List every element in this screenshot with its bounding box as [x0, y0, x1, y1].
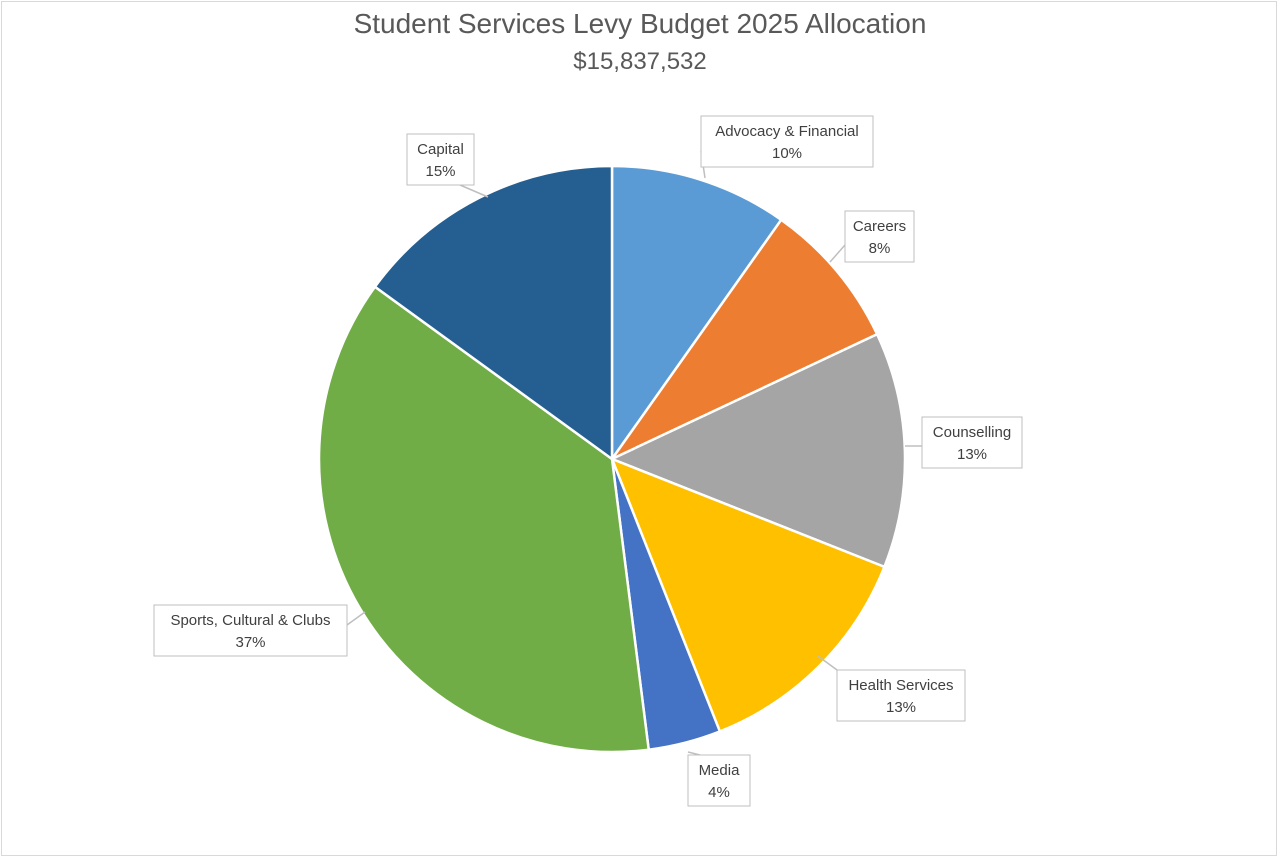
- data-label-category: Media: [699, 762, 741, 779]
- data-label-capital: Capital 15%: [406, 133, 489, 198]
- data-label-sports-cultural-clubs: Sports, Cultural & Clubs 37%: [153, 604, 366, 657]
- leader-line: [817, 655, 838, 671]
- chart-subtitle: $15,837,532: [573, 48, 707, 75]
- data-label-advocacy-financial: Advocacy & Financial 10%: [700, 115, 874, 179]
- data-label-box: [921, 416, 1023, 469]
- data-label-box: [687, 754, 751, 807]
- data-label-percent: 4%: [708, 784, 730, 801]
- leader-line: [346, 611, 366, 626]
- pie-slice-sports-cultural-clubs: [317, 285, 650, 754]
- data-label-percent: 10%: [772, 145, 802, 162]
- data-label-counselling: Counselling 13%: [905, 416, 1023, 469]
- data-label-category: Advocacy & Financial: [715, 123, 858, 140]
- data-label-category: Careers: [853, 218, 906, 235]
- data-label-percent: 8%: [869, 240, 891, 257]
- data-label-box: [153, 604, 348, 657]
- data-label-category: Sports, Cultural & Clubs: [170, 612, 330, 629]
- data-label-category: Capital: [417, 141, 464, 158]
- leader-line: [459, 184, 489, 198]
- pie-slice-counselling: [610, 333, 907, 569]
- pie-slice-careers: [610, 218, 879, 461]
- data-label-box: [844, 210, 915, 263]
- data-label-percent: 37%: [235, 634, 265, 651]
- data-label-careers: Careers 8%: [829, 210, 915, 263]
- data-label-percent: 13%: [886, 699, 916, 716]
- data-label-percent: 13%: [957, 446, 987, 463]
- data-label-box: [406, 133, 475, 186]
- data-label-media: Media 4%: [687, 751, 751, 807]
- leader-line: [829, 244, 846, 263]
- data-label-box: [700, 115, 874, 168]
- data-label-category: Health Services: [848, 677, 953, 694]
- pie-slice-health-services: [610, 457, 886, 733]
- data-label-category: Counselling: [933, 424, 1011, 441]
- chart-title: Student Services Levy Budget 2025 Alloca…: [353, 8, 927, 39]
- pie-slice-advocacy-financial: [610, 164, 783, 461]
- data-label-health-services: Health Services 13%: [817, 655, 966, 722]
- data-label-percent: 15%: [425, 163, 455, 180]
- data-label-box: [836, 669, 966, 722]
- pie-slice-capital: [373, 164, 614, 461]
